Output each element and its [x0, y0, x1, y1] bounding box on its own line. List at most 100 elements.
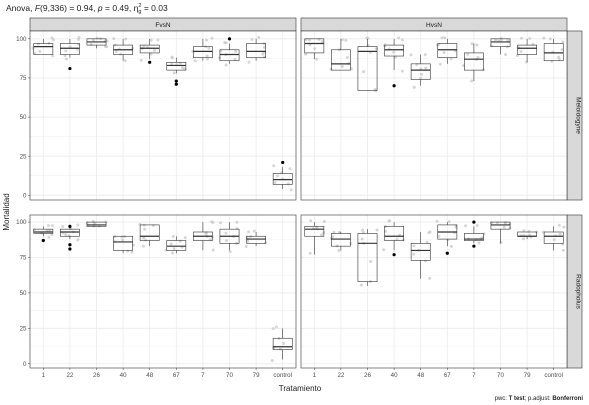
jitter-point — [470, 79, 474, 83]
jitter-point — [420, 72, 424, 76]
panel-background — [30, 31, 296, 200]
jitter-point — [361, 228, 365, 232]
box-iqr — [543, 43, 564, 62]
x-tick-label: 26 — [93, 372, 100, 379]
jitter-point — [183, 236, 187, 240]
jitter-point — [121, 238, 125, 242]
jitter-point — [499, 38, 503, 42]
jitter-point — [77, 37, 81, 41]
jitter-point — [332, 230, 336, 234]
x-tick-label: 40 — [120, 372, 127, 379]
jitter-point — [449, 244, 453, 248]
box-iqr — [464, 233, 484, 241]
jitter-point — [141, 244, 145, 248]
y-tick-label: 0 — [23, 361, 27, 368]
jitter-point — [143, 227, 147, 231]
panel-border — [29, 30, 297, 201]
jitter-point — [224, 239, 228, 243]
jitter-point — [64, 233, 68, 237]
y-axis-label: Mortalidad — [2, 193, 11, 230]
box-iqr — [139, 44, 160, 54]
jitter-point — [320, 233, 324, 237]
jitter-point — [207, 46, 211, 50]
jitter-point — [443, 36, 447, 40]
outlier-point — [472, 244, 476, 248]
box-iqr — [490, 38, 511, 47]
jitter-point — [68, 45, 72, 49]
jitter-point — [442, 51, 446, 55]
jitter-point — [499, 241, 503, 245]
box-40 — [383, 36, 404, 88]
box-iqr — [384, 44, 404, 57]
jitter-point — [180, 66, 184, 70]
outlier-point — [227, 37, 232, 41]
outlier-point — [68, 224, 72, 228]
facet-panel: 0 25 50 75 100 — [16, 30, 297, 201]
jitter-point — [205, 38, 209, 42]
outlier-point — [174, 79, 178, 83]
jitter-point — [65, 57, 69, 61]
jitter-point — [48, 228, 52, 232]
jitter-point — [558, 232, 562, 236]
jitter-point — [149, 52, 153, 56]
box-22 — [330, 230, 353, 252]
y-tick-label: 0 — [23, 192, 27, 199]
jitter-point — [524, 60, 528, 64]
jitter-point — [412, 252, 416, 256]
box-67 — [164, 234, 187, 255]
box-iqr — [331, 233, 351, 247]
box-48 — [409, 53, 431, 89]
jitter-point — [476, 56, 480, 60]
jitter-point — [270, 359, 274, 363]
jitter-point — [224, 41, 228, 45]
box-40 — [382, 219, 405, 257]
jitter-point — [435, 219, 439, 223]
box-iqr — [33, 43, 54, 55]
outlier-point — [281, 160, 285, 165]
outlier-point — [392, 253, 396, 257]
jitter-point — [271, 327, 275, 331]
x-tick-label: 79 — [253, 372, 260, 379]
box-iqr — [384, 226, 404, 241]
y-tick-label: 75 — [20, 255, 27, 262]
jitter-point — [447, 220, 451, 224]
box-iqr — [490, 221, 511, 230]
jitter-point — [47, 235, 51, 239]
box-40 — [113, 234, 135, 254]
jitter-point — [247, 230, 251, 234]
jitter-point — [360, 237, 364, 241]
box-79 — [517, 229, 539, 241]
jitter-point — [278, 347, 282, 351]
jitter-point — [172, 71, 176, 75]
jitter-point — [249, 235, 253, 239]
jitter-point — [412, 85, 416, 89]
box-26 — [85, 219, 108, 228]
box-iqr — [33, 228, 54, 234]
jitter-point — [282, 342, 286, 346]
box-iqr — [437, 43, 458, 58]
chart-caption: pwc: T test; p.adjust: Bonferroni — [495, 396, 584, 402]
jitter-point — [288, 167, 292, 171]
jitter-point — [51, 38, 55, 42]
box-70 — [489, 36, 511, 57]
jitter-point — [170, 55, 174, 59]
box-iqr — [246, 43, 266, 58]
panel-border — [300, 30, 568, 201]
jitter-point — [440, 36, 444, 40]
box-iqr — [272, 173, 293, 185]
jitter-point — [395, 237, 399, 241]
facet-panel: 0 25 50 75 100 1 22 26 40 48 67 7 70 79 control — [16, 214, 297, 379]
box-1 — [304, 219, 326, 255]
jitter-point — [475, 43, 479, 47]
jitter-point — [76, 223, 80, 227]
jitter-point — [261, 52, 265, 56]
jitter-point — [504, 53, 508, 57]
box-iqr — [543, 231, 564, 244]
box-67 — [166, 55, 187, 86]
jitter-point — [124, 37, 128, 41]
y-tick-label: 50 — [20, 114, 27, 121]
jitter-point — [250, 37, 254, 41]
box-48 — [410, 230, 432, 280]
box-7 — [191, 36, 214, 63]
